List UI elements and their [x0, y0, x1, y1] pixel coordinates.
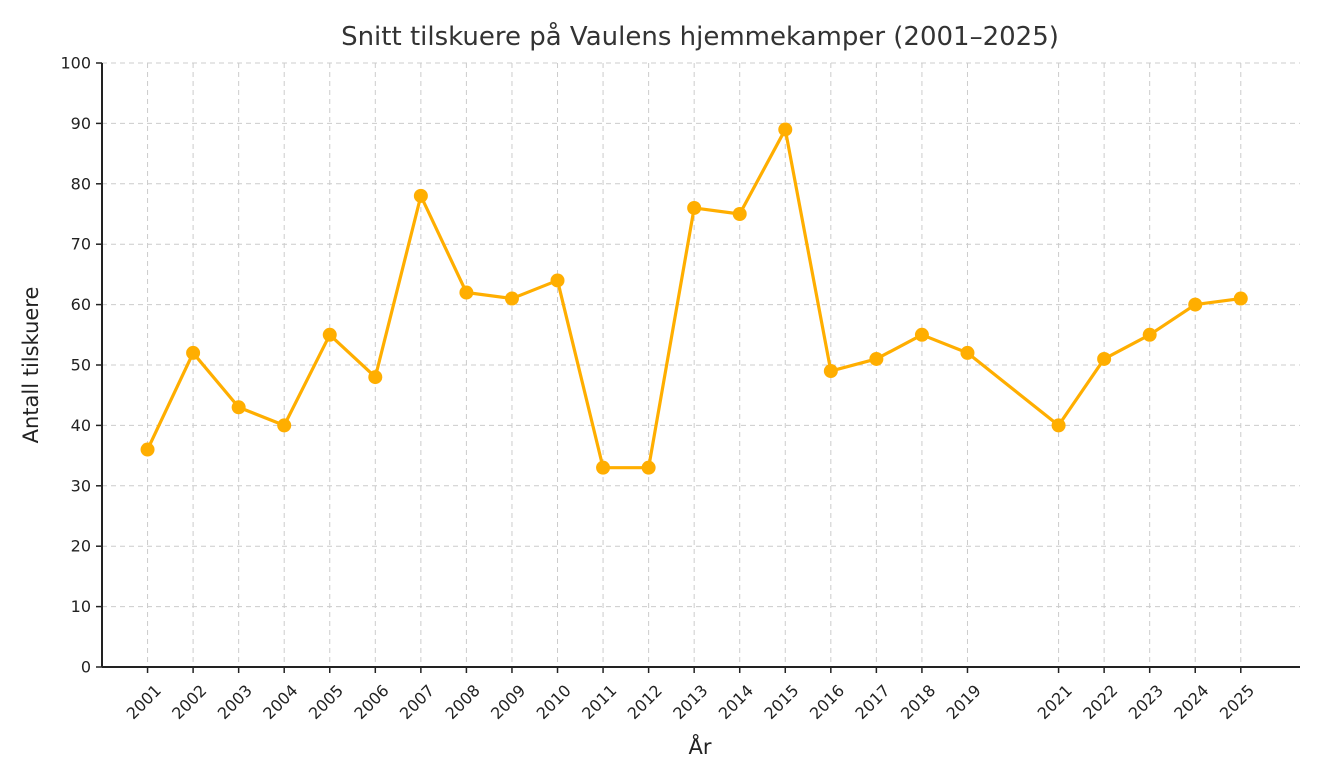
y-tick-label: 70 — [71, 235, 91, 254]
data-point-2011 — [596, 460, 611, 475]
data-point-2024 — [1188, 297, 1203, 312]
series-layer — [140, 122, 1248, 475]
y-tick-label: 50 — [71, 356, 91, 375]
y-tick-label: 40 — [71, 416, 91, 435]
y-tick-label: 100 — [60, 54, 91, 73]
x-tick-label: 2006 — [350, 681, 392, 723]
x-tick-label: 2017 — [851, 681, 893, 723]
y-tick-label: 30 — [71, 476, 91, 495]
x-tick-label: 2018 — [897, 681, 939, 723]
data-point-2002 — [186, 345, 201, 360]
chart-title: Snitt tilskuere på Vaulens hjemmekamper … — [341, 21, 1059, 52]
x-tick-label: 2008 — [441, 681, 483, 723]
x-tick-label: 2023 — [1125, 681, 1167, 723]
x-tick-label: 2010 — [533, 681, 575, 723]
data-point-2009 — [504, 291, 519, 306]
data-point-2005 — [322, 327, 337, 342]
x-tick-label: 2025 — [1216, 681, 1258, 723]
data-point-2010 — [550, 273, 565, 288]
x-tick-label: 2021 — [1034, 681, 1076, 723]
data-point-2016 — [823, 364, 838, 379]
data-point-2018 — [914, 327, 929, 342]
x-tick-label: 2024 — [1170, 681, 1212, 723]
x-tick-label: 2019 — [943, 681, 985, 723]
x-tick-label: 2003 — [214, 681, 256, 723]
data-point-2006 — [368, 370, 383, 385]
x-tick-label: 2005 — [305, 681, 347, 723]
series-line — [145, 127, 1243, 470]
x-tick-label: 2012 — [624, 681, 666, 723]
data-point-2003 — [231, 400, 246, 415]
x-tick-label: 2004 — [259, 681, 301, 723]
data-point-2001 — [140, 442, 155, 457]
x-tick-label: 2022 — [1079, 681, 1121, 723]
data-point-2022 — [1097, 351, 1112, 366]
data-point-2008 — [459, 285, 474, 300]
data-point-2014 — [732, 207, 747, 221]
grid — [102, 62, 1300, 667]
x-axis-label: År — [689, 733, 712, 759]
y-axis-label: Antall tilskuere — [19, 287, 43, 444]
x-tick-label: 2015 — [760, 681, 802, 723]
data-point-2025 — [1233, 291, 1248, 306]
y-tick-label: 10 — [71, 597, 91, 616]
x-tick-label: 2002 — [168, 681, 210, 723]
data-point-2013 — [687, 200, 702, 215]
x-tick-label: 2016 — [806, 681, 848, 723]
y-tick-label: 0 — [81, 658, 91, 677]
y-tick-label: 20 — [71, 537, 91, 556]
data-point-2021 — [1051, 418, 1066, 433]
x-tick-label: 2013 — [669, 681, 711, 723]
data-point-2004 — [277, 418, 292, 433]
x-tick-label: 2001 — [123, 681, 165, 723]
data-point-2012 — [641, 460, 656, 475]
data-point-2023 — [1142, 327, 1157, 342]
x-tick-label: 2009 — [487, 681, 529, 723]
data-point-2019 — [960, 345, 975, 360]
data-point-2015 — [778, 122, 793, 137]
y-tick-label: 90 — [71, 114, 91, 133]
axes — [96, 62, 1300, 673]
data-point-2007 — [413, 188, 428, 203]
y-tick-label: 80 — [71, 174, 91, 193]
x-tick-label: 2007 — [396, 681, 438, 723]
x-tick-label: 2011 — [578, 681, 620, 723]
y-tick-label: 60 — [71, 295, 91, 314]
data-point-2017 — [869, 351, 884, 366]
x-tick-label: 2014 — [715, 681, 757, 723]
